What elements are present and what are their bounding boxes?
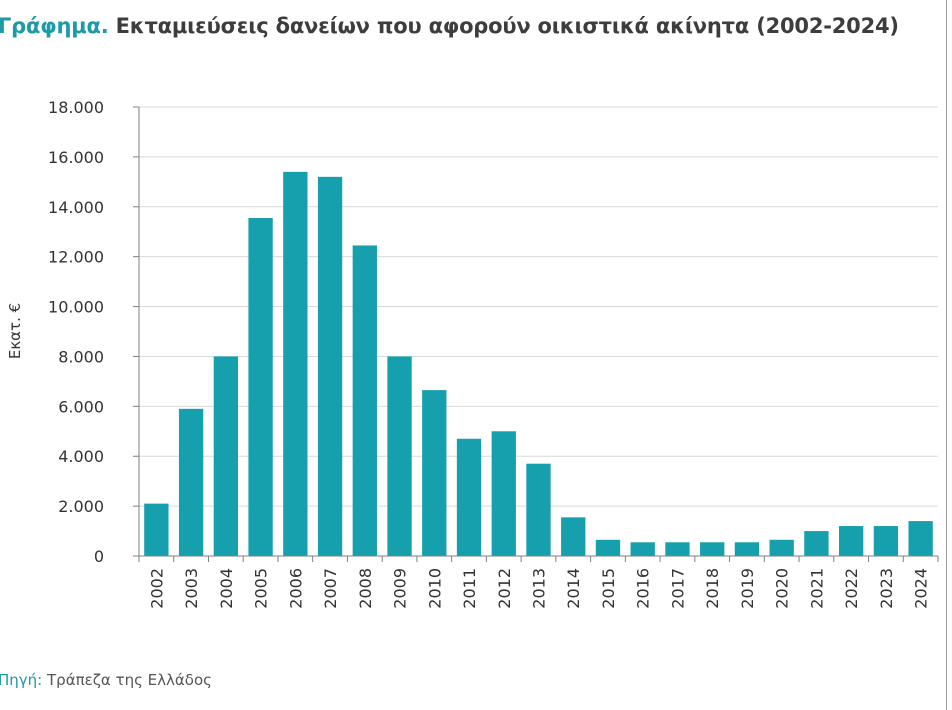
bar	[630, 542, 655, 556]
x-tick-label: 2013	[530, 568, 549, 609]
bar	[700, 542, 725, 556]
y-axis-label: Εκατ. €	[6, 303, 24, 359]
bar	[769, 539, 794, 556]
bar	[317, 176, 343, 556]
x-tick-label: 2020	[773, 568, 792, 609]
x-tick-label: 2017	[668, 568, 687, 609]
bar	[595, 539, 621, 556]
bar	[352, 245, 377, 557]
frame-border	[946, 0, 947, 710]
x-tick-label: 2015	[599, 568, 618, 609]
x-tick-label: 2023	[877, 568, 896, 609]
y-tick-label: 6.000	[58, 397, 104, 416]
bar	[838, 526, 864, 556]
bar	[422, 390, 447, 556]
x-tick-label: 2022	[842, 568, 861, 609]
y-tick-label: 18.000	[48, 98, 104, 117]
y-tick-label: 14.000	[48, 198, 104, 217]
x-tick-label: 2024	[912, 568, 931, 609]
tick-labels: 0 2.000 4.000 6.000 8.000 10.000 12.000 14.000 1…	[48, 98, 931, 609]
bar	[248, 218, 273, 556]
y-tick-label: 4.000	[58, 447, 104, 466]
chart-title-prefix: Γράφημα.	[0, 14, 109, 38]
bar	[456, 438, 482, 556]
bar	[491, 431, 516, 556]
x-tick-label: 2014	[564, 568, 583, 609]
y-tick-label: 0	[94, 547, 104, 566]
x-tick-label: 2012	[495, 568, 514, 609]
source-label: Πηγή:	[0, 671, 43, 689]
chart-title: Γράφημα. Εκταμιεύσεις δανείων που αφορού…	[0, 14, 899, 38]
x-tick-label: 2019	[738, 568, 757, 609]
x-tick-label: 2002	[147, 568, 166, 609]
bar	[873, 526, 899, 556]
bar	[908, 521, 933, 556]
x-tick-label: 2009	[391, 568, 410, 609]
axes	[133, 106, 939, 562]
bar	[526, 463, 551, 556]
y-tick-label: 8.000	[58, 347, 104, 366]
bar	[734, 542, 760, 556]
bars	[144, 171, 933, 557]
x-tick-label: 2011	[460, 568, 479, 609]
x-tick-label: 2008	[356, 568, 375, 609]
x-tick-label: 2006	[286, 568, 305, 609]
x-tick-label: 2021	[807, 568, 826, 609]
bar	[283, 171, 308, 556]
chart-title-text: Εκταμιεύσεις δανείων που αφορούν οικιστι…	[115, 14, 899, 38]
y-tick-label: 10.000	[48, 298, 104, 317]
bar	[387, 356, 412, 556]
y-tick-label: 16.000	[48, 148, 104, 167]
x-tick-label: 2010	[425, 568, 444, 609]
source-text: Τράπεζα της Ελλάδος	[47, 671, 212, 689]
x-tick-label: 2007	[321, 568, 340, 609]
bar	[178, 408, 204, 556]
bar	[804, 531, 829, 556]
x-tick-label: 2004	[217, 568, 236, 609]
bar	[144, 503, 169, 556]
source-note: Πηγή: Τράπεζα της Ελλάδος	[0, 671, 212, 689]
x-tick-label: 2016	[634, 568, 653, 609]
bar	[561, 517, 586, 556]
y-tick-label: 2.000	[58, 497, 104, 516]
x-tick-label: 2005	[252, 568, 271, 609]
x-tick-label: 2003	[182, 568, 201, 609]
y-tick-label: 12.000	[48, 248, 104, 267]
bar	[665, 542, 690, 556]
bar-chart: 0 2.000 4.000 6.000 8.000 10.000 12.000 14.000 1…	[6, 98, 939, 609]
bar	[213, 356, 239, 556]
x-tick-label: 2018	[703, 568, 722, 609]
